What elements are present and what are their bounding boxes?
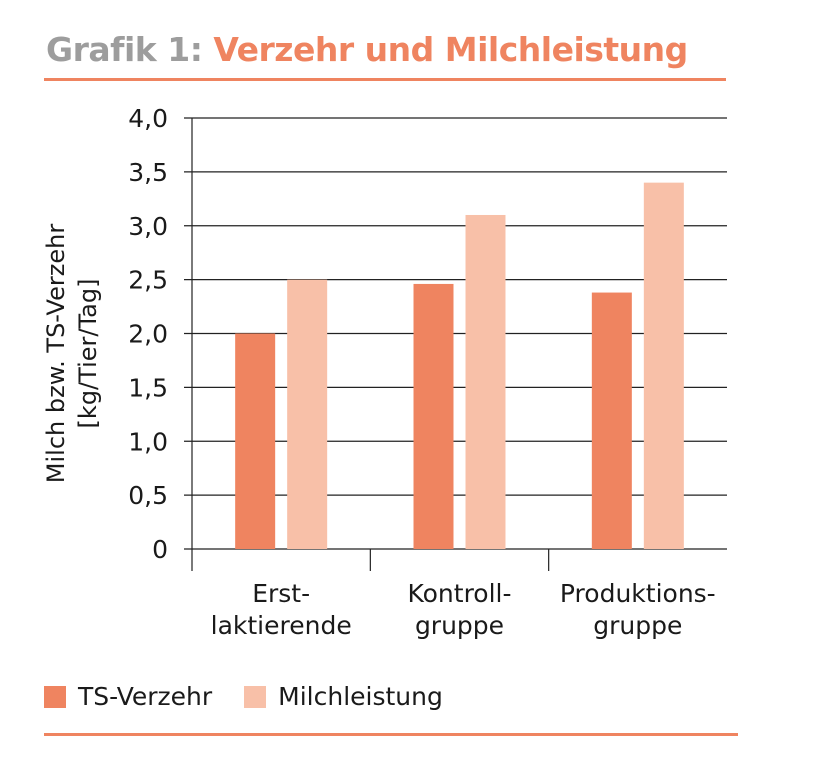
y-tick-label: 0,5 [128,481,168,510]
legend-item-milk: Milchleistung [244,682,443,711]
y-axis-label-unit: [kg/Tier/Tag] [74,279,102,429]
y-axis-label: Milch bzw. TS-Verzehr [42,224,70,484]
chart-legend: TS-Verzehr Milchleistung [44,682,475,711]
bar-ts-verzehr [235,333,276,549]
bar-milchleistung [643,182,684,549]
y-tick-label: 3,5 [128,158,168,187]
y-tick-label: 2,0 [128,320,168,349]
x-tick-label: Erst- [252,579,310,608]
bar-chart: 0 0,5 1,0 1,5 2,0 2,5 3,0 3,5 4,0 Erst-laktierend… [42,104,727,640]
x-tick-label: laktierende [211,611,352,640]
bar-milchleistung [287,279,328,549]
y-tick-label: 1,5 [128,373,168,402]
legend-swatch-milk [244,685,267,708]
y-tick-label: 0 [152,535,168,564]
x-tick-label: Produktions- [560,579,716,608]
y-tick-label: 2,5 [128,266,168,295]
y-tick-label: 3,0 [128,212,168,241]
bar-ts-verzehr [413,283,454,549]
legend-label-ts: TS-Verzehr [78,682,213,711]
title-main: Verzehr und Milchleistung [213,30,688,69]
bottom-divider [44,733,738,736]
legend-label-milk: Milchleistung [278,682,443,711]
legend-swatch-ts [44,685,66,708]
title-divider [44,78,726,81]
x-tick-label: gruppe [593,611,682,640]
y-tick-label: 4,0 [128,104,168,133]
legend-item-ts: TS-Verzehr [44,682,212,711]
x-tick-label: Kontroll- [407,579,511,608]
title-prefix: Grafik 1: [46,30,203,69]
bar-ts-verzehr [591,292,632,549]
y-tick-label: 1,0 [128,427,168,456]
x-tick-label: gruppe [415,611,504,640]
bar-milchleistung [465,214,506,549]
chart-title: Grafik 1: Verzehr und Milchleistung [46,30,688,69]
